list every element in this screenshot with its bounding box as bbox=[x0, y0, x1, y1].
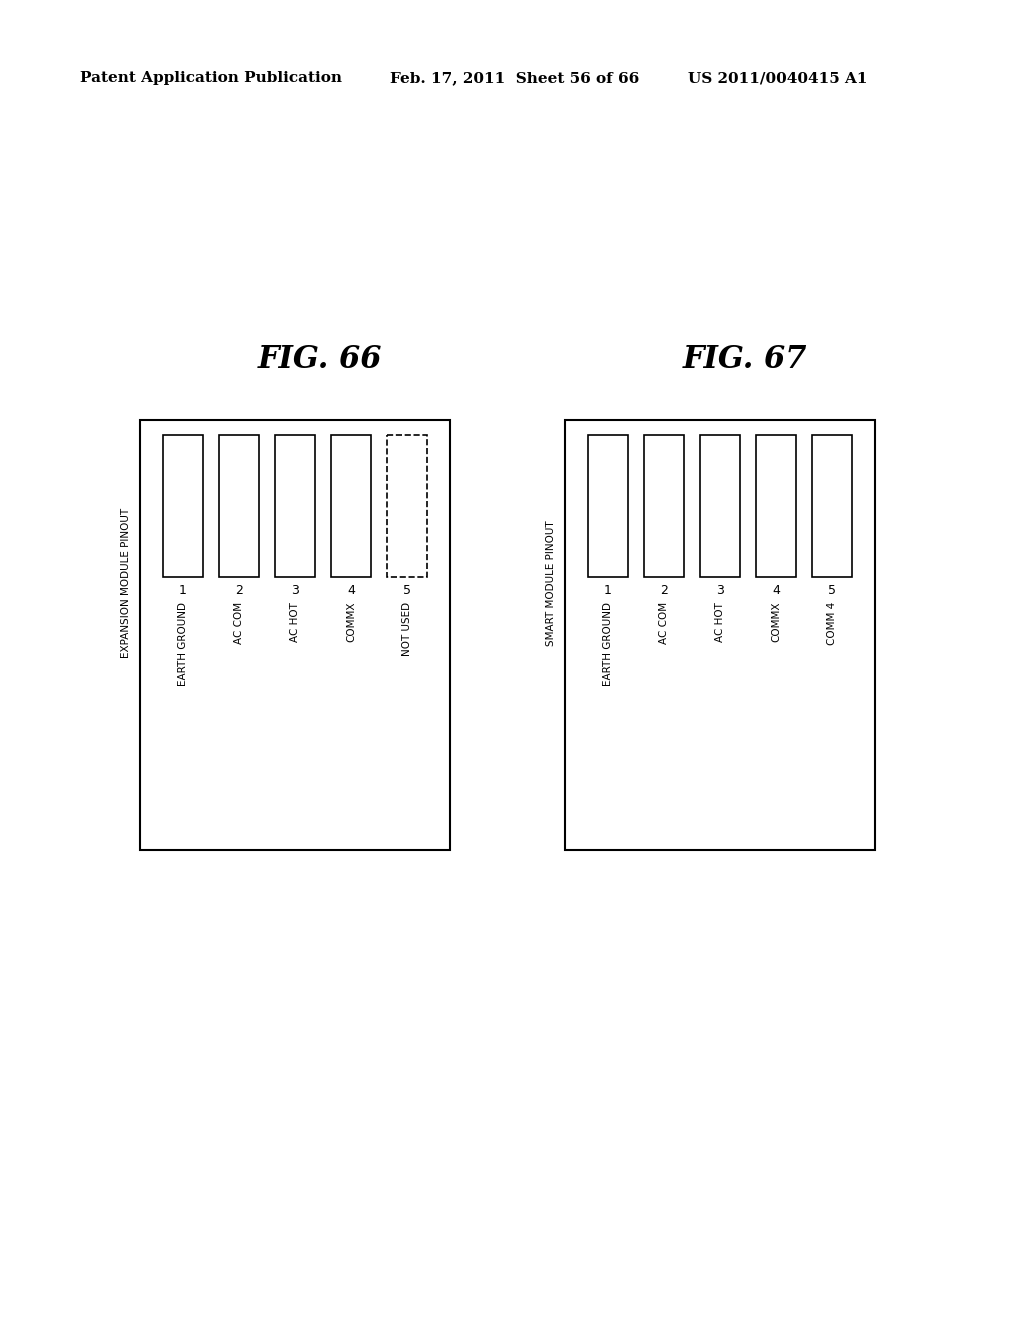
Text: AC COM: AC COM bbox=[659, 602, 669, 644]
Text: FIG. 67: FIG. 67 bbox=[683, 345, 807, 375]
Text: EARTH GROUND: EARTH GROUND bbox=[603, 602, 613, 686]
Text: 1: 1 bbox=[604, 585, 612, 598]
Text: 4: 4 bbox=[772, 585, 780, 598]
Bar bbox=[644, 436, 684, 577]
Text: Patent Application Publication: Patent Application Publication bbox=[80, 71, 342, 84]
Bar bbox=[163, 436, 203, 577]
Text: 3: 3 bbox=[716, 585, 724, 598]
Bar bbox=[699, 436, 740, 577]
Text: AC HOT: AC HOT bbox=[715, 602, 725, 642]
Text: COMMX: COMMX bbox=[346, 602, 356, 643]
Text: 5: 5 bbox=[828, 585, 836, 598]
Text: COMMX: COMMX bbox=[771, 602, 781, 643]
Bar bbox=[274, 436, 315, 577]
Text: US 2011/0040415 A1: US 2011/0040415 A1 bbox=[688, 71, 867, 84]
Bar bbox=[565, 420, 874, 850]
Text: AC COM: AC COM bbox=[234, 602, 244, 644]
Text: 1: 1 bbox=[179, 585, 187, 598]
Text: AC HOT: AC HOT bbox=[290, 602, 300, 642]
Bar bbox=[756, 436, 797, 577]
Text: SMART MODULE PINOUT: SMART MODULE PINOUT bbox=[546, 520, 556, 647]
Text: 2: 2 bbox=[660, 585, 668, 598]
Bar bbox=[331, 436, 371, 577]
Text: EARTH GROUND: EARTH GROUND bbox=[178, 602, 188, 686]
Text: 4: 4 bbox=[347, 585, 355, 598]
Bar bbox=[140, 420, 450, 850]
Text: NOT USED: NOT USED bbox=[402, 602, 412, 656]
Bar bbox=[588, 436, 628, 577]
Text: 3: 3 bbox=[291, 585, 299, 598]
Text: EXPANSION MODULE PINOUT: EXPANSION MODULE PINOUT bbox=[121, 508, 131, 659]
Text: FIG. 66: FIG. 66 bbox=[258, 345, 382, 375]
Bar bbox=[219, 436, 259, 577]
Text: 2: 2 bbox=[236, 585, 243, 598]
Text: COMM 4: COMM 4 bbox=[827, 602, 837, 645]
Text: 5: 5 bbox=[403, 585, 411, 598]
Bar bbox=[387, 436, 427, 577]
Text: Feb. 17, 2011  Sheet 56 of 66: Feb. 17, 2011 Sheet 56 of 66 bbox=[390, 71, 639, 84]
Bar bbox=[812, 436, 852, 577]
